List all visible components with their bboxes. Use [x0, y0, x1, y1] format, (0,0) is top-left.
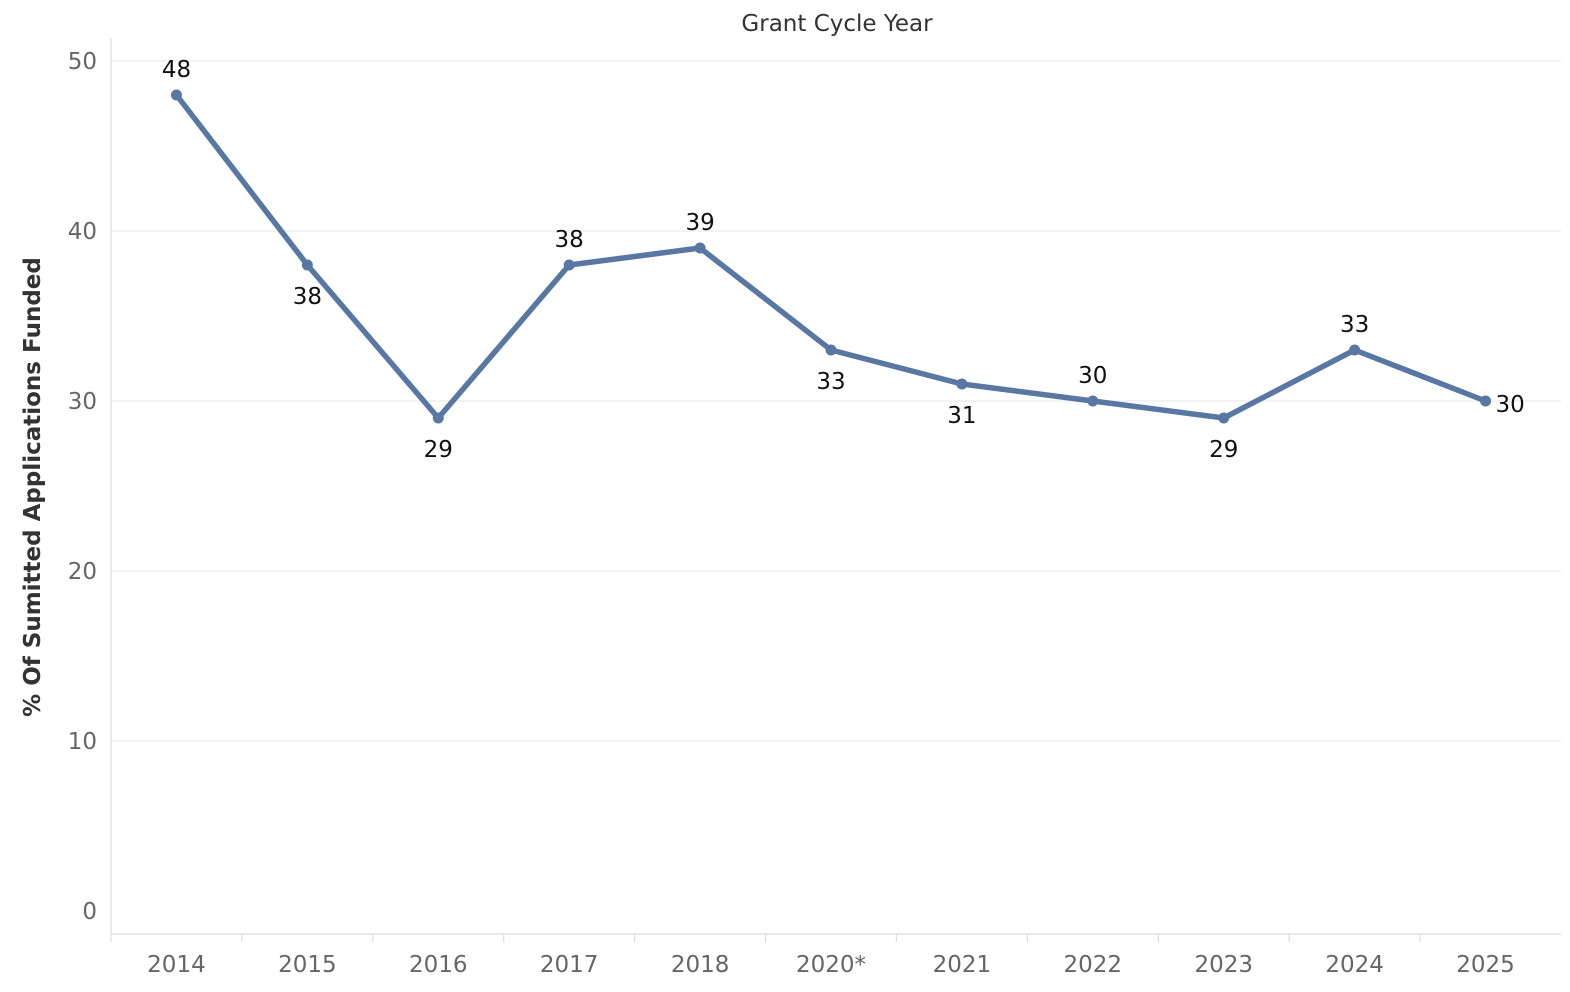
x-tick-label: 2017 [540, 952, 599, 978]
y-tick-label: 40 [68, 219, 97, 245]
x-tick-labels: 2014 2015 2016 2017 2018 2020* 2021 2022 2023 202… [147, 952, 1515, 978]
data-label: 38 [555, 227, 584, 253]
data-labels: 48 38 29 38 39 33 31 30 29 33 30 [162, 57, 1525, 463]
data-point [956, 378, 968, 390]
data-label: 29 [424, 437, 453, 463]
data-point [1218, 412, 1230, 424]
data-point [1087, 395, 1099, 407]
data-label: 31 [947, 403, 976, 429]
x-tick-label: 2015 [278, 952, 337, 978]
data-label: 39 [685, 210, 714, 236]
y-tick-label: 10 [68, 729, 97, 755]
chart-title: Grant Cycle Year [741, 11, 933, 37]
y-tick-label: 20 [68, 559, 97, 585]
x-tick-label: 2020* [796, 952, 866, 978]
y-tick-labels: 0 10 20 30 40 50 [68, 49, 97, 925]
x-tick-label: 2014 [147, 952, 206, 978]
data-label: 29 [1209, 437, 1238, 463]
x-tick-label: 2023 [1194, 952, 1253, 978]
data-label: 30 [1496, 392, 1525, 418]
x-tick-label: 2021 [933, 952, 992, 978]
data-points [170, 89, 1492, 424]
y-tick-label: 0 [82, 899, 97, 925]
data-label: 33 [816, 369, 845, 395]
data-label: 38 [293, 284, 322, 310]
x-tick-label: 2016 [409, 952, 468, 978]
data-point [694, 242, 706, 254]
data-point [170, 89, 182, 101]
axes [110, 38, 1561, 942]
data-label: 33 [1340, 312, 1369, 338]
x-tick-label: 2022 [1064, 952, 1123, 978]
y-tick-label: 50 [68, 49, 97, 75]
data-point [1349, 344, 1361, 356]
data-label: 30 [1078, 363, 1107, 389]
data-point [301, 259, 313, 271]
data-point [432, 412, 444, 424]
x-tick-label: 2024 [1325, 952, 1384, 978]
data-label: 48 [162, 57, 191, 83]
data-point [1480, 395, 1492, 407]
x-tick-label: 2025 [1456, 952, 1515, 978]
data-point [563, 259, 575, 271]
x-tick-label: 2018 [671, 952, 730, 978]
gridlines [111, 60, 1561, 742]
y-tick-label: 30 [68, 389, 97, 415]
data-point [825, 344, 837, 356]
y-axis-label: % Of Sumitted Applications Funded [20, 257, 46, 717]
